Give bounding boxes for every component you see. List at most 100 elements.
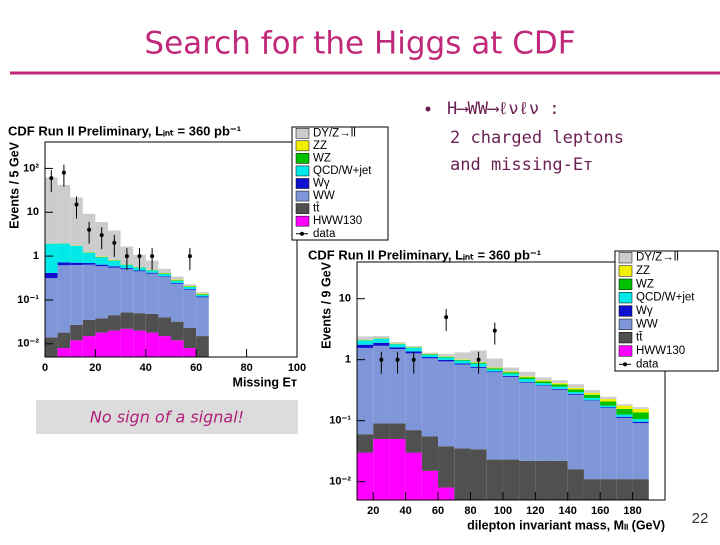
legend-label: tt̄ xyxy=(636,331,643,343)
legend-swatch xyxy=(296,216,309,226)
bar-segment xyxy=(552,390,568,461)
legend-swatch xyxy=(619,346,632,357)
bar-segment xyxy=(373,439,389,500)
legend-label: WW xyxy=(313,190,335,202)
x-tick-label: 80 xyxy=(464,505,476,517)
bar-segment xyxy=(519,372,535,377)
legend-swatch xyxy=(619,319,632,330)
bar-segment xyxy=(503,371,519,372)
y-tick-label: 10⁻¹ xyxy=(17,294,39,306)
bar-segment xyxy=(108,266,121,267)
bar-segment xyxy=(454,448,470,500)
bar-segment xyxy=(108,268,121,315)
bar-segment xyxy=(568,384,584,388)
bar-segment xyxy=(633,413,649,420)
y-tick-label: 10⁻² xyxy=(329,476,351,488)
bar-segment xyxy=(519,377,535,379)
y-axis-title: Events / 5 GeV xyxy=(7,141,21,229)
bar-segment xyxy=(58,333,71,348)
bar-segment xyxy=(422,436,438,470)
legend-label: DY/Z→ll xyxy=(636,252,679,264)
bar-segment xyxy=(158,317,171,336)
bar-segment xyxy=(616,479,632,500)
bar-segment xyxy=(70,263,83,265)
bar-segment xyxy=(584,390,600,393)
bar-segment xyxy=(552,387,568,389)
bar-segment xyxy=(487,369,503,371)
bar-segment xyxy=(519,383,535,461)
legend-label: WZ xyxy=(313,152,331,164)
bar-segment xyxy=(389,344,405,347)
y-tick-label: 1 xyxy=(33,250,39,262)
bar-segment xyxy=(83,253,96,263)
y-tick-label: 10⁻¹ xyxy=(329,415,351,427)
x-axis-title: dilepton invariant mass, Mₗₗ (GeV) xyxy=(467,518,665,532)
legend-swatch xyxy=(619,252,632,263)
bar-segment xyxy=(454,364,470,365)
bar-segment xyxy=(45,273,58,278)
legend-swatch xyxy=(619,279,632,290)
bar-segment xyxy=(503,374,519,376)
bar-segment xyxy=(600,408,616,479)
bar-segment xyxy=(422,357,438,358)
legend-label: DY/Z→ll xyxy=(313,127,356,139)
bar-segment xyxy=(503,372,519,373)
legend-label: QCD/W+jet xyxy=(636,292,695,304)
legend-swatch xyxy=(296,141,309,151)
bar-segment xyxy=(158,336,171,357)
bar-segment xyxy=(184,287,197,289)
bar-segment xyxy=(503,460,519,500)
bar-segment xyxy=(95,266,108,318)
bar-segment xyxy=(438,357,454,358)
bar-segment xyxy=(552,380,568,383)
page-number: 22 xyxy=(692,510,709,527)
bar-segment xyxy=(45,244,58,273)
x-tick-label: 160 xyxy=(591,505,609,517)
legend-marker xyxy=(623,362,627,366)
bar-segment xyxy=(535,377,551,380)
bar-segment xyxy=(133,270,146,271)
bar-segment xyxy=(503,376,519,377)
bar-segment xyxy=(95,265,108,267)
bar-segment xyxy=(568,469,584,500)
legend-label: tt̄ xyxy=(313,202,320,214)
bar-segment xyxy=(406,430,422,452)
x-tick-label: 60 xyxy=(432,505,444,517)
bar-segment xyxy=(616,404,632,405)
bar-segment xyxy=(422,355,438,357)
bar-segment xyxy=(633,479,649,500)
bar-segment xyxy=(196,336,209,357)
bar-segment xyxy=(438,361,454,446)
bar-segment xyxy=(45,337,58,357)
bar-segment xyxy=(616,417,632,418)
bar-segment xyxy=(422,471,438,500)
bar-segment xyxy=(184,328,197,348)
bar-segment xyxy=(58,348,71,357)
bar-segment xyxy=(95,318,108,332)
bar-segment xyxy=(108,315,121,330)
bar-segment xyxy=(438,446,454,487)
bar-segment xyxy=(196,292,209,293)
x-axis-title: Missing Eᴛ xyxy=(233,375,297,389)
bar-segment xyxy=(121,312,134,328)
bar-segment xyxy=(454,361,470,364)
bar-segment xyxy=(487,368,503,369)
bar-segment xyxy=(438,360,454,361)
bar-segment xyxy=(454,359,470,360)
bar-segment xyxy=(552,461,568,500)
bar-segment xyxy=(487,460,503,500)
bar-segment xyxy=(108,331,121,357)
bar-segment xyxy=(373,343,389,346)
bar-segment xyxy=(58,265,71,332)
legend-swatch xyxy=(296,153,309,163)
bar-segment xyxy=(171,281,184,283)
bar-segment xyxy=(121,269,134,312)
x-tick-label: 100 xyxy=(494,505,512,517)
x-tick-label: 120 xyxy=(526,505,544,517)
bullet-line: and missing-Eᴛ xyxy=(450,155,593,175)
bar-segment xyxy=(568,395,584,469)
bar-segment xyxy=(600,407,616,408)
legend-swatch xyxy=(296,191,309,201)
bar-segment xyxy=(184,289,197,290)
bar-segment xyxy=(422,358,438,436)
